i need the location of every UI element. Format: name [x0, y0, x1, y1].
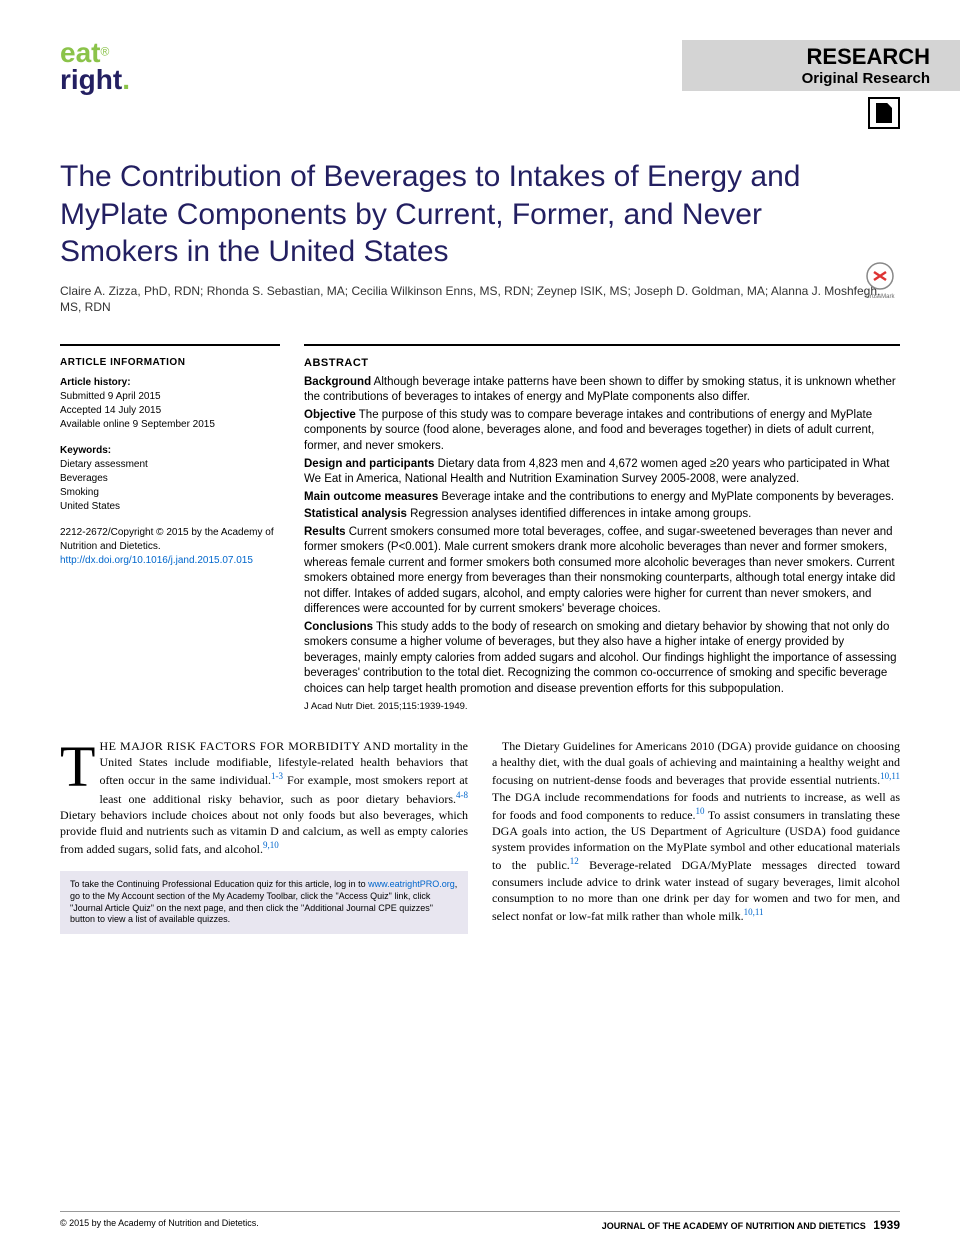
abstract-label: Objective	[304, 409, 356, 421]
abstract-citation: J Acad Nutr Diet. 2015;115:1939-1949.	[304, 701, 900, 714]
crossmark-icon[interactable]: CrossMark	[860, 260, 900, 300]
article-history-block: Article history: Submitted 9 April 2015 …	[60, 376, 280, 432]
article-info-sidebar: ARTICLE INFORMATION Article history: Sub…	[60, 344, 280, 714]
ref-sup[interactable]: 10,11	[744, 907, 764, 917]
abstract-section: Objective The purpose of this study was …	[304, 408, 900, 455]
abstract-text: Current smokers consumed more total beve…	[304, 526, 895, 616]
keywords-block: Keywords: Dietary assessment Beverages S…	[60, 444, 280, 514]
abstract-block: ABSTRACT Background Although beverage in…	[304, 344, 900, 714]
article-info-heading: ARTICLE INFORMATION	[60, 356, 280, 370]
dropcap: T	[60, 738, 99, 791]
history-label: Article history:	[60, 376, 280, 390]
eatright-logo: eat® right.	[60, 40, 130, 94]
info-abstract-row: ARTICLE INFORMATION Article history: Sub…	[60, 344, 900, 714]
document-icon	[868, 97, 900, 129]
logo-right: right	[60, 64, 122, 95]
ref-sup[interactable]: 4-8	[456, 790, 468, 800]
body-col-left: THE MAJOR RISK FACTORS FOR MORBIDITY AND…	[60, 738, 468, 934]
copyright-text: 2212-2672/Copyright © 2015 by the Academ…	[60, 526, 280, 554]
journal-name: JOURNAL OF THE ACADEMY OF NUTRITION AND …	[602, 1221, 866, 1231]
ref-sup[interactable]: 10,11	[880, 771, 900, 781]
ref-sup[interactable]: 10	[696, 806, 705, 816]
ref-sup[interactable]: 9,10	[263, 840, 279, 850]
keyword: Smoking	[60, 486, 280, 500]
abstract-section: Conclusions This study adds to the body …	[304, 620, 900, 698]
cpe-quiz-box: To take the Continuing Professional Educ…	[60, 871, 468, 934]
cpe-link[interactable]: www.eatrightPRO.org	[368, 879, 455, 889]
abstract-section: Main outcome measures Beverage intake an…	[304, 490, 900, 506]
abstract-section: Statistical analysis Regression analyses…	[304, 507, 900, 523]
abstract-heading: ABSTRACT	[304, 356, 900, 371]
keyword: Beverages	[60, 472, 280, 486]
body-col-right: The Dietary Guidelines for Americans 201…	[492, 738, 900, 934]
history-line: Accepted 14 July 2015	[60, 404, 280, 418]
abstract-section: Results Current smokers consumed more to…	[304, 525, 900, 618]
body-text: The Dietary Guidelines for Americans 201…	[492, 739, 900, 787]
copyright-block: 2212-2672/Copyright © 2015 by the Academ…	[60, 526, 280, 568]
header-row: eat® right. RESEARCH Original Research	[60, 40, 900, 134]
keyword: United States	[60, 500, 280, 514]
doi-link[interactable]: http://dx.doi.org/10.1016/j.jand.2015.07…	[60, 555, 253, 566]
body-para-1: THE MAJOR RISK FACTORS FOR MORBIDITY AND…	[60, 738, 468, 857]
abstract-text: The purpose of this study was to compare…	[304, 409, 874, 452]
abstract-label: Main outcome measures	[304, 491, 438, 503]
footer-copyright: © 2015 by the Academy of Nutrition and D…	[60, 1218, 259, 1232]
article-title: The Contribution of Beverages to Intakes…	[60, 158, 840, 271]
abstract-text: This study adds to the body of research …	[304, 621, 897, 695]
research-subtitle: Original Research	[802, 70, 930, 87]
keyword: Dietary assessment	[60, 458, 280, 472]
logo-reg: ®	[100, 45, 109, 59]
ref-sup[interactable]: 12	[570, 856, 579, 866]
first-line: HE MAJOR RISK FACTORS FOR MORBIDITY AND	[99, 739, 390, 753]
history-line: Available online 9 September 2015	[60, 418, 280, 432]
header-right: RESEARCH Original Research	[682, 40, 900, 134]
authors-list: Claire A. Zizza, PhD, RDN; Rhonda S. Seb…	[60, 283, 900, 317]
page-number: 1939	[873, 1218, 900, 1232]
logo-dot: .	[122, 64, 130, 95]
abstract-label: Statistical analysis	[304, 508, 407, 520]
page-footer: © 2015 by the Academy of Nutrition and D…	[60, 1211, 900, 1232]
history-line: Submitted 9 April 2015	[60, 390, 280, 404]
body-columns: THE MAJOR RISK FACTORS FOR MORBIDITY AND…	[60, 738, 900, 934]
abstract-label: Results	[304, 526, 346, 538]
abstract-label: Background	[304, 376, 371, 388]
abstract-text: Beverage intake and the contributions to…	[441, 491, 894, 503]
abstract-section: Background Although beverage intake patt…	[304, 375, 900, 406]
body-para-2: The Dietary Guidelines for Americans 201…	[492, 738, 900, 924]
abstract-label: Conclusions	[304, 621, 373, 633]
footer-journal: JOURNAL OF THE ACADEMY OF NUTRITION AND …	[602, 1218, 900, 1232]
abstract-text: Regression analyses identified differenc…	[410, 508, 751, 520]
research-banner: RESEARCH Original Research	[682, 40, 960, 91]
cpe-text: To take the Continuing Professional Educ…	[70, 879, 368, 889]
abstract-text: Although beverage intake patterns have b…	[304, 376, 896, 404]
abstract-label: Design and participants	[304, 458, 434, 470]
svg-text:CrossMark: CrossMark	[865, 294, 895, 300]
keywords-label: Keywords:	[60, 444, 280, 458]
research-label: RESEARCH	[802, 44, 930, 70]
abstract-section: Design and participants Dietary data fro…	[304, 457, 900, 488]
ref-sup[interactable]: 1-3	[271, 771, 283, 781]
